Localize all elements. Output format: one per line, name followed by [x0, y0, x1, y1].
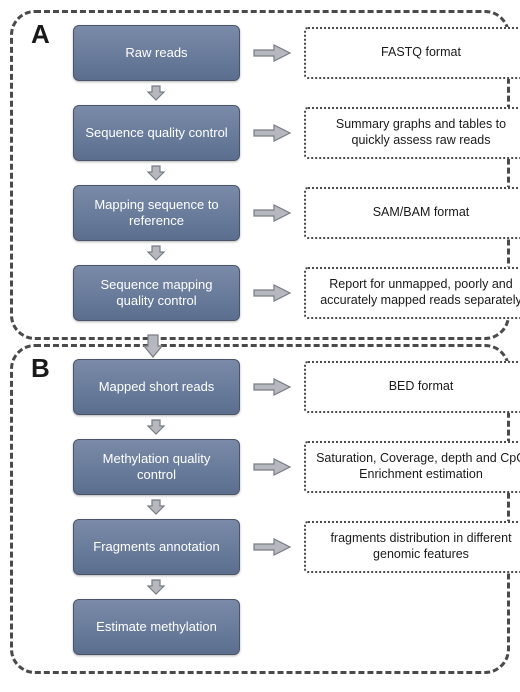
- step-box: Estimate methylation: [73, 599, 240, 655]
- output-box: Saturation, Coverage, depth and CpG Enri…: [304, 441, 520, 493]
- arrow-down-icon: [73, 245, 238, 261]
- output-box: BED format: [304, 361, 520, 413]
- step-row: Sequence quality control Summary graphs …: [23, 105, 497, 161]
- arrow-right-icon: [252, 377, 292, 397]
- arrow-right-icon: [252, 457, 292, 477]
- step-row: Raw reads FASTQ format: [23, 25, 497, 81]
- arrow-right-icon: [252, 283, 292, 303]
- arrow-down-icon: [73, 85, 238, 101]
- step-box: Mapped short reads: [73, 359, 240, 415]
- panel-b: B Mapped short reads BED format Methylat…: [10, 344, 510, 674]
- arrow-right-icon: [252, 43, 292, 63]
- arrow-right-icon: [252, 537, 292, 557]
- step-box: Fragments annotation: [73, 519, 240, 575]
- step-row: Estimate methylation: [23, 599, 497, 655]
- arrow-right-icon: [252, 123, 292, 143]
- arrow-down-icon: [73, 499, 238, 515]
- output-box: SAM/BAM format: [304, 187, 520, 239]
- output-box: Report for unmapped, poorly and accurate…: [304, 267, 520, 319]
- arrow-down-icon: [70, 334, 235, 354]
- arrow-right-icon: [252, 203, 292, 223]
- output-box: FASTQ format: [304, 27, 520, 79]
- step-row: Sequence mapping quality control Report …: [23, 265, 497, 321]
- panel-a-label: A: [31, 19, 50, 50]
- arrow-down-icon: [73, 419, 238, 435]
- output-box: Summary graphs and tables to quickly ass…: [304, 107, 520, 159]
- panel-a: A Raw reads FASTQ format Sequence qualit…: [10, 10, 510, 340]
- step-row: Mapped short reads BED format: [23, 359, 497, 415]
- step-row: Fragments annotation fragments distribut…: [23, 519, 497, 575]
- step-box: Methylation quality control: [73, 439, 240, 495]
- panel-b-label: B: [31, 353, 50, 384]
- step-box: Sequence quality control: [73, 105, 240, 161]
- step-box: Raw reads: [73, 25, 240, 81]
- step-box: Sequence mapping quality control: [73, 265, 240, 321]
- step-row: Mapping sequence to reference SAM/BAM fo…: [23, 185, 497, 241]
- step-row: Methylation quality control Saturation, …: [23, 439, 497, 495]
- arrow-down-icon: [73, 579, 238, 595]
- step-box: Mapping sequence to reference: [73, 185, 240, 241]
- output-box: fragments distribution in different geno…: [304, 521, 520, 573]
- arrow-down-icon: [73, 165, 238, 181]
